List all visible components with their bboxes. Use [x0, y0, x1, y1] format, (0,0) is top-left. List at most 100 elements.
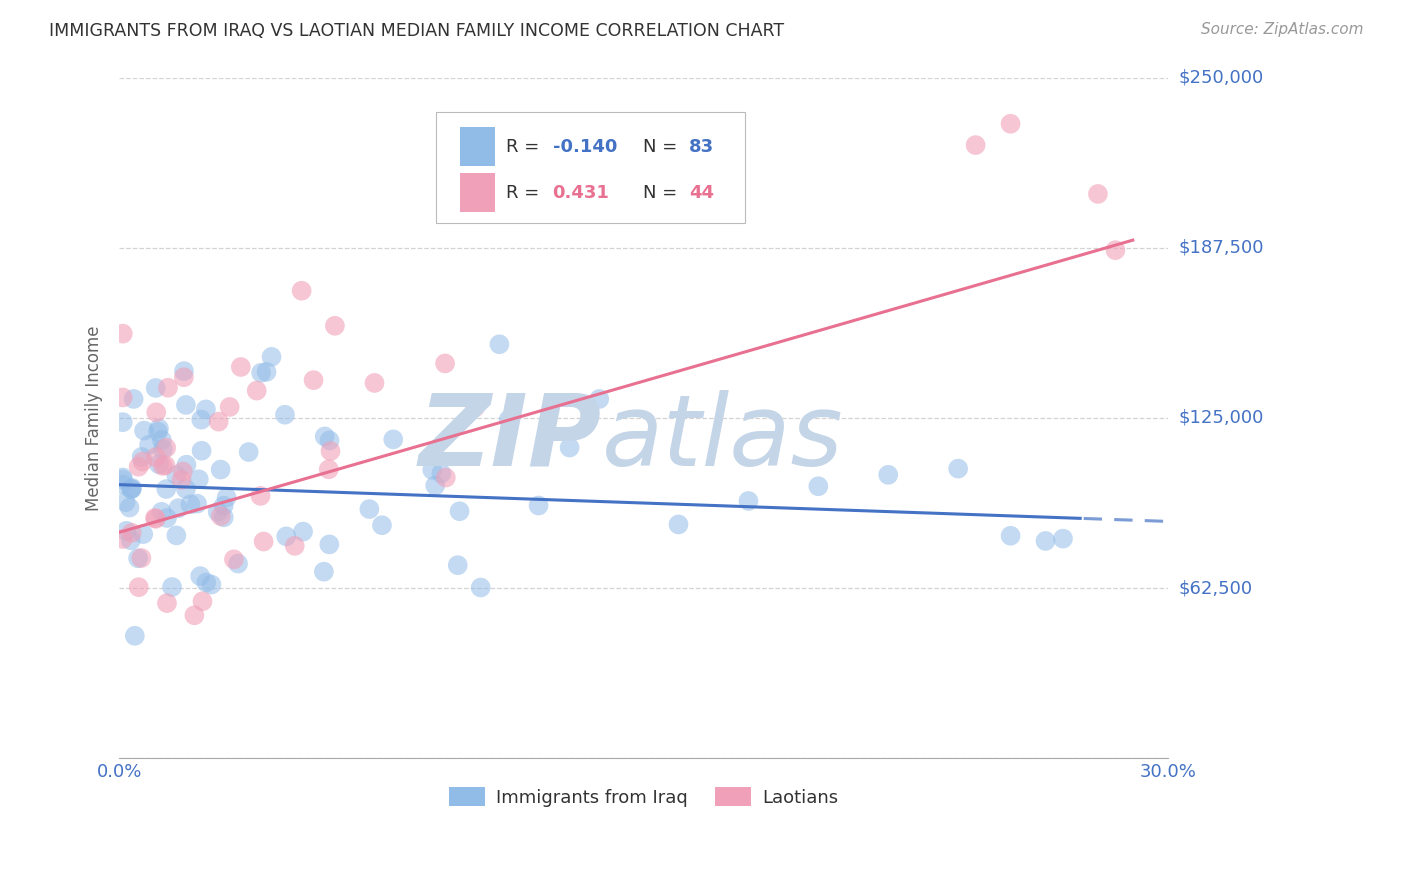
Point [179, 497, 201, 511]
Point [588, 392, 610, 406]
Point [145, 512, 167, 526]
Point [156, 381, 179, 395]
Point [274, 408, 297, 422]
Point [207, 505, 229, 519]
Point [209, 462, 232, 476]
Text: $187,500: $187,500 [1180, 239, 1264, 257]
Point [668, 517, 690, 532]
Point [1000, 529, 1022, 543]
Point [1104, 243, 1126, 257]
Point [148, 421, 170, 435]
Point [318, 537, 340, 551]
Point [155, 458, 177, 473]
Point [173, 364, 195, 378]
Point [156, 596, 179, 610]
Point [132, 527, 155, 541]
Point [470, 581, 492, 595]
Point [190, 412, 212, 426]
Point [359, 502, 381, 516]
Point [256, 365, 278, 379]
Point [170, 473, 193, 487]
Point [323, 318, 346, 333]
Point [122, 392, 145, 406]
Point [1087, 186, 1109, 201]
Point [165, 467, 187, 482]
Text: atlas: atlas [602, 390, 844, 487]
Text: 83: 83 [689, 137, 714, 156]
Point [132, 424, 155, 438]
Point [302, 373, 325, 387]
Point [209, 509, 232, 524]
Point [191, 594, 214, 608]
Point [127, 551, 149, 566]
Text: R =: R = [506, 137, 546, 156]
Point [111, 326, 134, 341]
Point [226, 557, 249, 571]
Point [276, 529, 298, 543]
Point [167, 501, 190, 516]
Point [318, 462, 340, 476]
Point [212, 510, 235, 524]
Point [111, 472, 134, 486]
Point [111, 477, 134, 491]
Point [1052, 532, 1074, 546]
Point [312, 565, 335, 579]
Point [138, 438, 160, 452]
Point [131, 551, 153, 566]
Point [252, 534, 274, 549]
Point [284, 539, 307, 553]
Text: 0.431: 0.431 [553, 184, 609, 202]
Point [152, 442, 174, 457]
Point [172, 465, 194, 479]
Point [120, 533, 142, 548]
Point [371, 518, 394, 533]
Point [807, 479, 830, 493]
Point [114, 495, 136, 509]
Point [363, 376, 385, 390]
Point [145, 405, 167, 419]
Point [229, 359, 252, 374]
Point [260, 350, 283, 364]
Point [250, 366, 273, 380]
Point [124, 629, 146, 643]
Point [558, 441, 581, 455]
Point [222, 552, 245, 566]
Point [425, 478, 447, 492]
Point [190, 443, 212, 458]
Point [447, 558, 470, 573]
Point [195, 575, 218, 590]
Point [314, 429, 336, 443]
Point [207, 415, 229, 429]
Point [121, 482, 143, 496]
Point [143, 511, 166, 525]
Point [498, 412, 520, 426]
Point [121, 481, 143, 495]
Point [156, 511, 179, 525]
Point [176, 458, 198, 472]
Point [527, 499, 550, 513]
Y-axis label: Median Family Income: Median Family Income [86, 326, 103, 511]
Point [1000, 117, 1022, 131]
Point [965, 138, 987, 153]
Point [150, 433, 173, 447]
Point [120, 482, 142, 496]
Text: N =: N = [643, 137, 682, 156]
Text: $125,000: $125,000 [1180, 409, 1264, 427]
Point [319, 444, 342, 458]
Point [194, 402, 217, 417]
Text: ZIP: ZIP [419, 390, 602, 487]
Point [128, 459, 150, 474]
Point [946, 461, 969, 475]
Point [877, 467, 900, 482]
Point [131, 454, 153, 468]
Point [187, 472, 209, 486]
Point [430, 467, 453, 481]
Point [150, 505, 173, 519]
Point [118, 500, 141, 515]
Point [238, 445, 260, 459]
Point [174, 482, 197, 496]
Point [160, 580, 183, 594]
Point [152, 458, 174, 473]
Point [131, 450, 153, 464]
Point [148, 457, 170, 471]
